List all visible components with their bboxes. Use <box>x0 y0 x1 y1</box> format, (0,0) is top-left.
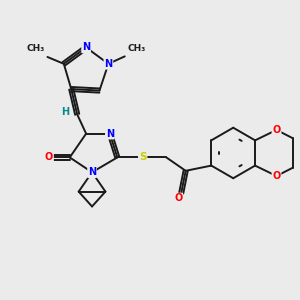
Text: N: N <box>104 59 112 69</box>
Text: N: N <box>82 43 90 52</box>
Text: O: O <box>272 171 281 181</box>
Text: O: O <box>272 125 281 135</box>
Text: CH₃: CH₃ <box>128 44 146 52</box>
Text: N: N <box>106 129 114 139</box>
Text: S: S <box>139 152 146 162</box>
Text: CH₃: CH₃ <box>26 44 44 53</box>
Text: O: O <box>45 152 53 162</box>
Text: O: O <box>174 194 182 203</box>
Text: H: H <box>61 107 69 117</box>
Text: N: N <box>88 167 96 177</box>
